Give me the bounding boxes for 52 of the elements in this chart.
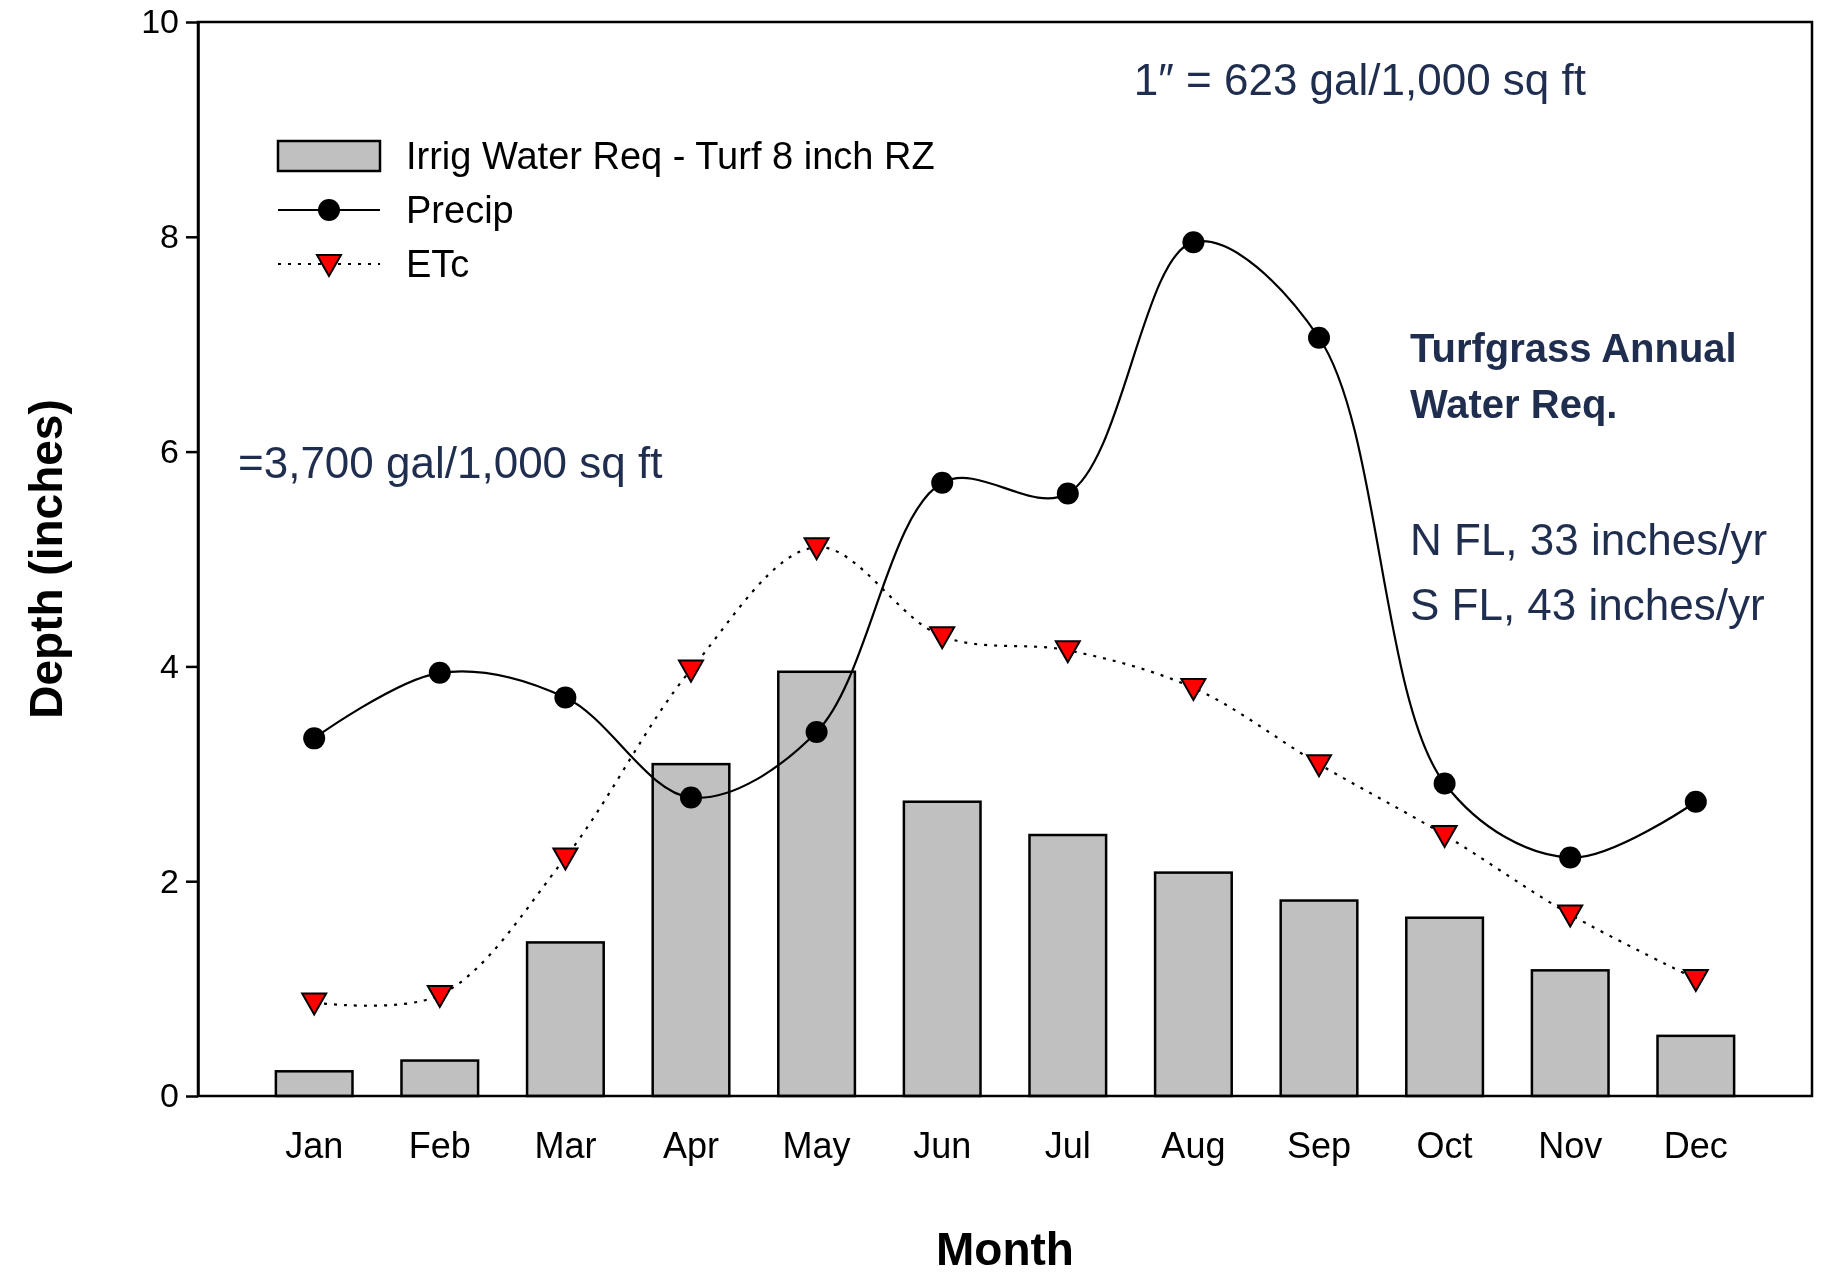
x-tick-label: Jul (1044, 1124, 1091, 1166)
x-tick-label: Jan (285, 1124, 344, 1166)
point (803, 537, 830, 561)
annotation: S FL, 43 inches/yr (1410, 580, 1765, 629)
x-tick-label: Mar (534, 1124, 597, 1166)
x-tick-label: May (782, 1124, 851, 1166)
x-tick-label: Jun (913, 1124, 972, 1166)
point (1433, 772, 1456, 795)
point (428, 661, 451, 684)
point (805, 720, 828, 743)
legend-label: Irrig Water Req - Turf 8 inch RZ (406, 135, 935, 177)
point (1431, 825, 1458, 849)
legend-label: Precip (406, 189, 514, 231)
point (1182, 231, 1205, 254)
point (1180, 677, 1207, 701)
x-tick-label: Dec (1663, 1124, 1728, 1166)
y-tick-label: 0 (160, 1076, 179, 1115)
point (426, 985, 453, 1009)
y-tick-label: 10 (141, 2, 179, 41)
annotation: 1″ = 623 gal/1,000 sq ft (1133, 55, 1586, 104)
x-tick-label: Oct (1416, 1124, 1473, 1166)
y-tick-label: 6 (160, 431, 179, 470)
y-tick-label: 4 (160, 646, 179, 685)
legend-label: ETc (406, 243, 470, 285)
annotation: Turfgrass Annual Water Req. (1410, 326, 1748, 426)
point (554, 686, 577, 709)
point (931, 471, 954, 494)
point (1306, 754, 1333, 778)
point (1557, 904, 1584, 928)
point (1684, 790, 1707, 813)
x-tick-label: Feb (408, 1124, 471, 1166)
y-tick-label: 2 (160, 861, 179, 900)
x-tick-label: Aug (1161, 1124, 1226, 1166)
x-axis-title: Month (936, 1223, 1074, 1272)
point (1682, 968, 1709, 992)
point (1054, 640, 1081, 664)
x-tick-label: Sep (1286, 1124, 1352, 1166)
annotation: =3,700 gal/1,000 sq ft (238, 438, 663, 487)
annotation: N FL, 33 inches/yr (1410, 515, 1768, 564)
x-tick-label: Apr (662, 1124, 720, 1166)
point (929, 626, 956, 650)
point (1308, 326, 1331, 349)
point (552, 847, 579, 871)
x-tick-label: Nov (1538, 1124, 1603, 1166)
point (1056, 482, 1079, 505)
point (677, 659, 704, 683)
y-axis-title: Depth (inches) (20, 399, 72, 719)
point (679, 786, 702, 809)
point (1559, 846, 1582, 869)
point (301, 992, 328, 1016)
y-tick-label: 8 (160, 217, 179, 256)
point (303, 727, 326, 750)
